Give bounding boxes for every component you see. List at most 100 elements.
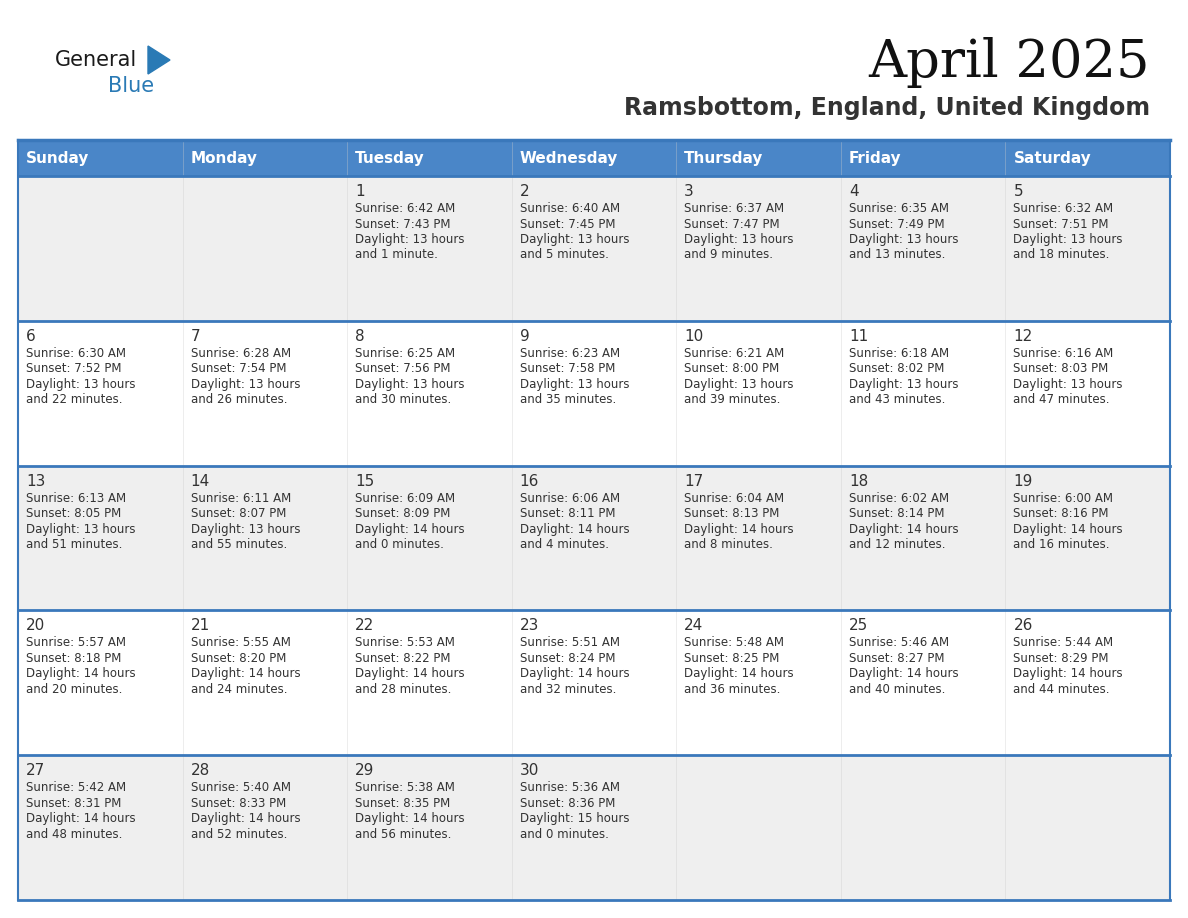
Text: Sunrise: 6:40 AM: Sunrise: 6:40 AM xyxy=(519,202,620,215)
Text: and 12 minutes.: and 12 minutes. xyxy=(849,538,946,551)
Text: 7: 7 xyxy=(190,329,201,344)
Text: Sunset: 8:35 PM: Sunset: 8:35 PM xyxy=(355,797,450,810)
Text: 8: 8 xyxy=(355,329,365,344)
Text: and 24 minutes.: and 24 minutes. xyxy=(190,683,287,696)
Text: Daylight: 14 hours: Daylight: 14 hours xyxy=(684,667,794,680)
Text: Daylight: 14 hours: Daylight: 14 hours xyxy=(26,812,135,825)
Text: Sunset: 8:02 PM: Sunset: 8:02 PM xyxy=(849,363,944,375)
Text: Sunset: 8:09 PM: Sunset: 8:09 PM xyxy=(355,507,450,521)
Text: Sunset: 7:43 PM: Sunset: 7:43 PM xyxy=(355,218,450,230)
Text: Blue: Blue xyxy=(108,76,154,96)
Text: Sunrise: 5:53 AM: Sunrise: 5:53 AM xyxy=(355,636,455,649)
Text: 21: 21 xyxy=(190,619,210,633)
Text: Sunset: 8:33 PM: Sunset: 8:33 PM xyxy=(190,797,286,810)
Text: 30: 30 xyxy=(519,763,539,778)
Text: and 35 minutes.: and 35 minutes. xyxy=(519,393,615,407)
Text: Sunrise: 6:13 AM: Sunrise: 6:13 AM xyxy=(26,492,126,505)
Text: 13: 13 xyxy=(26,474,45,488)
Text: Daylight: 13 hours: Daylight: 13 hours xyxy=(1013,378,1123,391)
Text: and 0 minutes.: and 0 minutes. xyxy=(519,828,608,841)
Text: Daylight: 13 hours: Daylight: 13 hours xyxy=(26,522,135,535)
Text: Sunrise: 5:42 AM: Sunrise: 5:42 AM xyxy=(26,781,126,794)
Text: Wednesday: Wednesday xyxy=(519,151,618,165)
Bar xyxy=(18,465,1170,610)
Text: Sunset: 8:05 PM: Sunset: 8:05 PM xyxy=(26,507,121,521)
Text: Daylight: 13 hours: Daylight: 13 hours xyxy=(190,378,301,391)
Text: 10: 10 xyxy=(684,329,703,344)
Text: General: General xyxy=(55,50,138,70)
Text: Daylight: 13 hours: Daylight: 13 hours xyxy=(849,233,959,246)
Text: and 18 minutes.: and 18 minutes. xyxy=(1013,249,1110,262)
Text: Daylight: 13 hours: Daylight: 13 hours xyxy=(355,233,465,246)
Text: and 56 minutes.: and 56 minutes. xyxy=(355,828,451,841)
Text: Daylight: 15 hours: Daylight: 15 hours xyxy=(519,812,630,825)
Text: 25: 25 xyxy=(849,619,868,633)
Text: and 32 minutes.: and 32 minutes. xyxy=(519,683,617,696)
Text: 23: 23 xyxy=(519,619,539,633)
Text: Sunrise: 6:06 AM: Sunrise: 6:06 AM xyxy=(519,492,620,505)
Text: Daylight: 13 hours: Daylight: 13 hours xyxy=(26,378,135,391)
Text: Daylight: 14 hours: Daylight: 14 hours xyxy=(355,667,465,680)
Text: 19: 19 xyxy=(1013,474,1032,488)
Text: 22: 22 xyxy=(355,619,374,633)
Bar xyxy=(18,756,1170,900)
Text: Sunrise: 6:35 AM: Sunrise: 6:35 AM xyxy=(849,202,949,215)
Text: Monday: Monday xyxy=(190,151,258,165)
Text: and 4 minutes.: and 4 minutes. xyxy=(519,538,608,551)
Text: Sunset: 8:25 PM: Sunset: 8:25 PM xyxy=(684,652,779,665)
Text: Sunset: 7:54 PM: Sunset: 7:54 PM xyxy=(190,363,286,375)
Text: and 8 minutes.: and 8 minutes. xyxy=(684,538,773,551)
Text: and 9 minutes.: and 9 minutes. xyxy=(684,249,773,262)
Text: Sunrise: 5:38 AM: Sunrise: 5:38 AM xyxy=(355,781,455,794)
Text: Sunset: 8:18 PM: Sunset: 8:18 PM xyxy=(26,652,121,665)
Text: and 13 minutes.: and 13 minutes. xyxy=(849,249,946,262)
Text: Sunset: 8:07 PM: Sunset: 8:07 PM xyxy=(190,507,286,521)
Text: 5: 5 xyxy=(1013,184,1023,199)
Text: and 5 minutes.: and 5 minutes. xyxy=(519,249,608,262)
Text: Daylight: 13 hours: Daylight: 13 hours xyxy=(684,378,794,391)
Text: and 47 minutes.: and 47 minutes. xyxy=(1013,393,1110,407)
Text: and 20 minutes.: and 20 minutes. xyxy=(26,683,122,696)
Text: and 43 minutes.: and 43 minutes. xyxy=(849,393,946,407)
Text: 12: 12 xyxy=(1013,329,1032,344)
Text: Sunrise: 6:30 AM: Sunrise: 6:30 AM xyxy=(26,347,126,360)
Text: Sunrise: 6:04 AM: Sunrise: 6:04 AM xyxy=(684,492,784,505)
Text: Daylight: 14 hours: Daylight: 14 hours xyxy=(1013,522,1123,535)
Text: 29: 29 xyxy=(355,763,374,778)
Text: Sunrise: 5:57 AM: Sunrise: 5:57 AM xyxy=(26,636,126,649)
Text: Sunrise: 6:02 AM: Sunrise: 6:02 AM xyxy=(849,492,949,505)
Text: Sunset: 7:58 PM: Sunset: 7:58 PM xyxy=(519,363,615,375)
Text: and 55 minutes.: and 55 minutes. xyxy=(190,538,286,551)
Text: 26: 26 xyxy=(1013,619,1032,633)
Text: Sunset: 8:03 PM: Sunset: 8:03 PM xyxy=(1013,363,1108,375)
Text: Sunrise: 6:42 AM: Sunrise: 6:42 AM xyxy=(355,202,455,215)
Text: Daylight: 13 hours: Daylight: 13 hours xyxy=(1013,233,1123,246)
Text: Sunset: 8:36 PM: Sunset: 8:36 PM xyxy=(519,797,615,810)
Text: and 40 minutes.: and 40 minutes. xyxy=(849,683,946,696)
Text: 9: 9 xyxy=(519,329,530,344)
Text: Sunrise: 5:40 AM: Sunrise: 5:40 AM xyxy=(190,781,291,794)
Text: 6: 6 xyxy=(26,329,36,344)
Text: Sunset: 8:31 PM: Sunset: 8:31 PM xyxy=(26,797,121,810)
Text: Sunset: 8:22 PM: Sunset: 8:22 PM xyxy=(355,652,450,665)
Text: Daylight: 14 hours: Daylight: 14 hours xyxy=(1013,667,1123,680)
Text: Sunset: 7:51 PM: Sunset: 7:51 PM xyxy=(1013,218,1108,230)
Text: Ramsbottom, England, United Kingdom: Ramsbottom, England, United Kingdom xyxy=(624,96,1150,120)
Text: Tuesday: Tuesday xyxy=(355,151,425,165)
Text: Daylight: 13 hours: Daylight: 13 hours xyxy=(519,378,630,391)
Text: and 22 minutes.: and 22 minutes. xyxy=(26,393,122,407)
Text: Daylight: 14 hours: Daylight: 14 hours xyxy=(190,812,301,825)
Text: Daylight: 14 hours: Daylight: 14 hours xyxy=(684,522,794,535)
Bar xyxy=(18,176,1170,320)
Text: and 30 minutes.: and 30 minutes. xyxy=(355,393,451,407)
Text: Daylight: 14 hours: Daylight: 14 hours xyxy=(355,522,465,535)
Text: and 36 minutes.: and 36 minutes. xyxy=(684,683,781,696)
Text: Daylight: 13 hours: Daylight: 13 hours xyxy=(190,522,301,535)
Text: Sunset: 8:16 PM: Sunset: 8:16 PM xyxy=(1013,507,1108,521)
Text: Sunset: 7:56 PM: Sunset: 7:56 PM xyxy=(355,363,450,375)
Text: 17: 17 xyxy=(684,474,703,488)
Text: Sunrise: 6:28 AM: Sunrise: 6:28 AM xyxy=(190,347,291,360)
Text: and 28 minutes.: and 28 minutes. xyxy=(355,683,451,696)
Text: Sunrise: 6:25 AM: Sunrise: 6:25 AM xyxy=(355,347,455,360)
Text: Daylight: 14 hours: Daylight: 14 hours xyxy=(849,667,959,680)
